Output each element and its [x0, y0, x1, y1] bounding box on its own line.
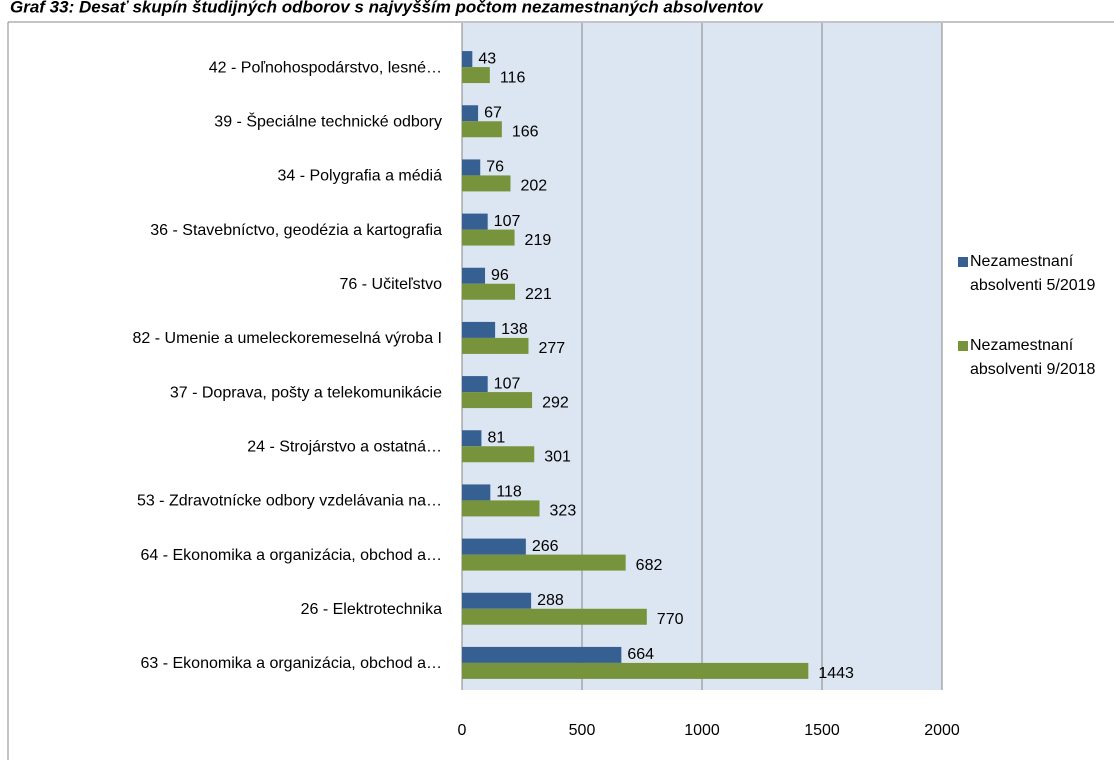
category-label: 24 - Strojárstvo a ostatná…	[247, 438, 442, 455]
legend-swatch	[958, 257, 968, 267]
category-label: 53 - Zdravotnícke odbory vzdelávania na…	[137, 493, 442, 510]
chart-title: Graf 33: Desať skupín študijných odborov…	[10, 0, 764, 16]
value-label: 301	[544, 448, 571, 465]
value-label: 107	[494, 375, 521, 392]
bar	[462, 51, 473, 68]
value-label: 96	[491, 267, 509, 284]
bar	[462, 283, 516, 300]
x-tick-label: 2000	[924, 722, 960, 739]
value-label: 219	[525, 232, 552, 249]
value-label: 323	[550, 503, 577, 520]
x-tick-label: 1500	[804, 722, 840, 739]
category-label: 26 - Elektrotechnika	[301, 601, 443, 618]
value-label: 138	[501, 321, 528, 338]
value-label: 118	[496, 484, 522, 501]
category-label: 82 - Umenie a umeleckoremeselná výroba I	[133, 330, 442, 347]
legend-entry: Nezamestnaní absolventi 9/2018	[958, 334, 1100, 382]
bar	[462, 337, 529, 354]
bar	[462, 500, 540, 517]
legend-swatch	[958, 341, 968, 351]
bar	[462, 121, 502, 138]
value-label: 221	[525, 286, 552, 303]
x-tick-label: 500	[569, 722, 596, 739]
value-label: 166	[512, 123, 539, 140]
bar	[462, 267, 486, 284]
bar	[462, 105, 479, 122]
bar	[462, 608, 647, 625]
value-label: 81	[487, 429, 505, 446]
bar	[462, 592, 532, 609]
category-label: 76 - Učiteľstvo	[340, 276, 443, 293]
bar	[462, 229, 515, 246]
legend-label: Nezamestnaní absolventi 5/2019	[970, 253, 1096, 294]
value-label: 76	[486, 159, 504, 176]
value-label: 116	[500, 69, 526, 86]
bar	[462, 392, 533, 409]
value-label: 1443	[818, 665, 854, 682]
bar	[462, 321, 496, 338]
bar	[462, 446, 535, 463]
value-label: 664	[627, 646, 654, 663]
value-label: 107	[494, 213, 521, 230]
category-label: 42 - Poľnohospodárstvo, lesné…	[209, 59, 442, 76]
category-label: 39 - Špeciálne technické odbory	[214, 111, 442, 130]
bar	[462, 646, 622, 663]
bar	[462, 662, 809, 679]
bar	[462, 175, 511, 192]
value-label: 266	[532, 538, 559, 555]
bar	[462, 376, 488, 393]
bar	[462, 538, 526, 555]
bar	[462, 213, 488, 230]
category-label: 64 - Ekonomika a organizácia, obchod a…	[140, 547, 442, 564]
value-label: 202	[520, 178, 547, 195]
value-label: 277	[538, 340, 565, 357]
category-label: 37 - Doprava, pošty a telekomunikácie	[170, 384, 442, 401]
category-label: 36 - Stavebníctvo, geodézia a kartografi…	[150, 222, 442, 239]
x-tick-label: 0	[458, 722, 467, 739]
bar	[462, 67, 490, 84]
value-label: 682	[636, 557, 663, 574]
value-label: 770	[657, 611, 684, 628]
x-tick-label: 1000	[684, 722, 720, 739]
category-label: 63 - Ekonomika a organizácia, obchod a…	[140, 655, 442, 672]
value-label: 43	[478, 50, 496, 67]
value-label: 292	[542, 394, 569, 411]
legend-label: Nezamestnaní absolventi 9/2018	[970, 337, 1096, 378]
category-label: 34 - Polygrafia a médiá	[277, 168, 442, 185]
bar	[462, 484, 491, 501]
bar	[462, 554, 626, 571]
legend-entry: Nezamestnaní absolventi 5/2019	[958, 250, 1100, 298]
value-label: 288	[537, 592, 564, 609]
bar	[462, 430, 482, 447]
value-label: 67	[484, 104, 502, 121]
bar	[462, 159, 481, 176]
